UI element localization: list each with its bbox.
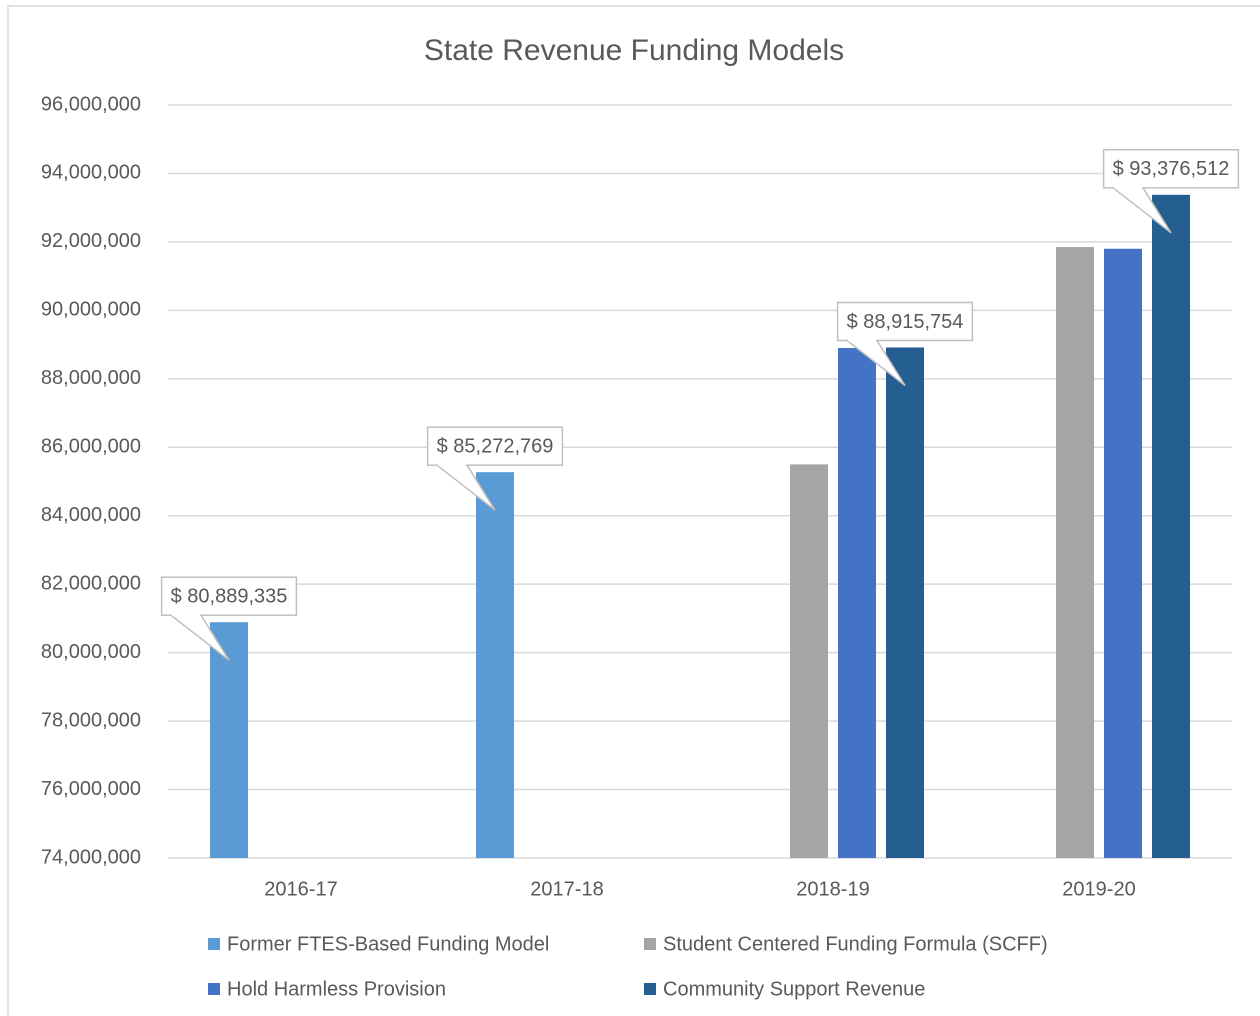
x-tick-label: 2017-18 bbox=[530, 878, 603, 900]
bar bbox=[1104, 248, 1142, 859]
x-tick-label: 2016-17 bbox=[264, 878, 337, 900]
x-tick-label: 2018-19 bbox=[796, 878, 869, 900]
data-label: $ 88,915,754 bbox=[847, 311, 964, 333]
bar bbox=[1152, 194, 1190, 858]
y-tick-label: 92,000,000 bbox=[41, 230, 141, 252]
bar bbox=[476, 472, 514, 858]
legend-label: Former FTES-Based Funding Model bbox=[227, 933, 549, 955]
y-tick-label: 76,000,000 bbox=[41, 778, 141, 800]
bar bbox=[886, 347, 924, 858]
y-tick-label: 88,000,000 bbox=[41, 367, 141, 389]
data-label: $ 85,272,769 bbox=[437, 435, 554, 457]
callout-box bbox=[160, 576, 298, 616]
y-tick-label: 96,000,000 bbox=[41, 93, 141, 115]
callout-box bbox=[836, 301, 974, 342]
y-tick-label: 90,000,000 bbox=[41, 299, 141, 321]
callout-box bbox=[426, 426, 564, 466]
data-label: $ 93,376,512 bbox=[1113, 158, 1230, 180]
y-tick-label: 94,000,000 bbox=[41, 162, 141, 184]
callout-box bbox=[1102, 149, 1240, 189]
y-tick-label: 86,000,000 bbox=[41, 436, 141, 458]
legend-swatch bbox=[644, 938, 656, 950]
legend-label: Community Support Revenue bbox=[663, 978, 925, 1000]
bar bbox=[838, 348, 876, 858]
legend-label: Student Centered Funding Formula (SCFF) bbox=[663, 933, 1048, 955]
y-tick-label: 74,000,000 bbox=[41, 846, 141, 868]
legend-label: Hold Harmless Provision bbox=[227, 978, 446, 1000]
legend-swatch bbox=[208, 983, 220, 995]
y-tick-label: 82,000,000 bbox=[41, 572, 141, 594]
x-tick-label: 2019-20 bbox=[1062, 878, 1135, 900]
bar bbox=[1056, 247, 1094, 858]
bar bbox=[210, 622, 248, 858]
data-label: $ 80,889,335 bbox=[171, 585, 288, 607]
legend-swatch bbox=[208, 938, 220, 950]
legend-swatch bbox=[644, 983, 656, 995]
y-tick-label: 84,000,000 bbox=[41, 504, 141, 526]
bar bbox=[790, 464, 828, 858]
chart-title: State Revenue Funding Models bbox=[424, 34, 844, 67]
y-tick-label: 80,000,000 bbox=[41, 641, 141, 663]
y-tick-label: 78,000,000 bbox=[41, 709, 141, 731]
